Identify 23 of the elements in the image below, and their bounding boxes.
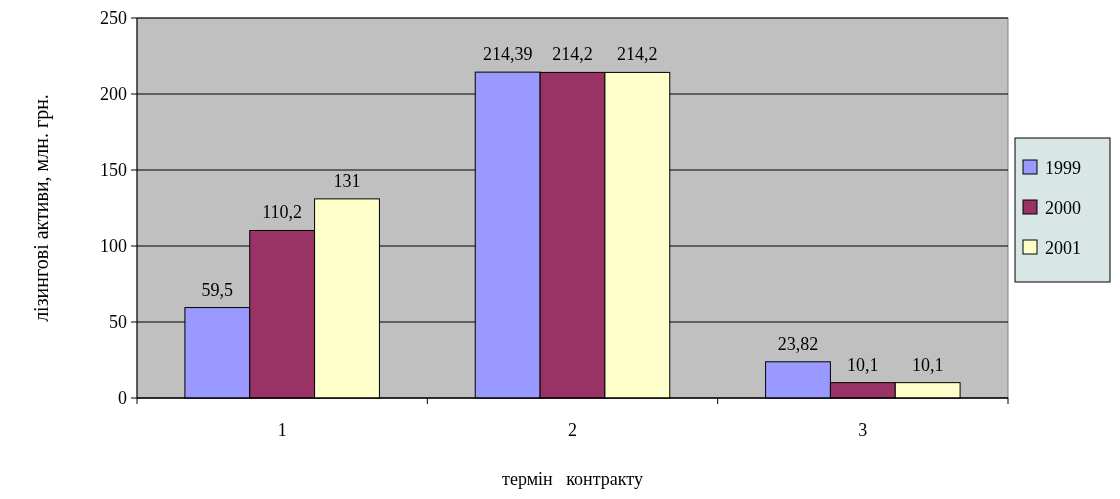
- y-tick-label: 0: [118, 388, 127, 409]
- x-axis-title: термін контракту: [502, 469, 643, 489]
- data-label: 59,5: [201, 279, 234, 300]
- y-tick-label: 100: [100, 236, 127, 257]
- x-tick-label: 2: [568, 420, 577, 440]
- data-label: 214,2: [617, 44, 658, 65]
- data-label: 10,1: [847, 354, 879, 375]
- data-label: 214,2: [552, 44, 593, 65]
- y-tick-label: 50: [109, 312, 127, 333]
- y-axis-title: лізингові активи, млн. грн.: [30, 94, 53, 322]
- data-label: 23,82: [777, 333, 819, 354]
- data-label: 214,39: [482, 44, 533, 65]
- legend-label: 2001: [1045, 238, 1081, 259]
- data-label: 10,1: [911, 354, 944, 375]
- legend-label: 1999: [1045, 158, 1081, 179]
- legend-label: 2000: [1045, 198, 1081, 219]
- y-tick-label: 150: [100, 160, 127, 181]
- x-tick-label: 1: [277, 420, 287, 440]
- y-tick-label: 250: [100, 8, 127, 29]
- x-tick-label: 3: [858, 420, 868, 440]
- y-tick-label: 200: [100, 84, 127, 105]
- data-label: 110,2: [262, 202, 303, 223]
- data-label: 131: [333, 170, 361, 191]
